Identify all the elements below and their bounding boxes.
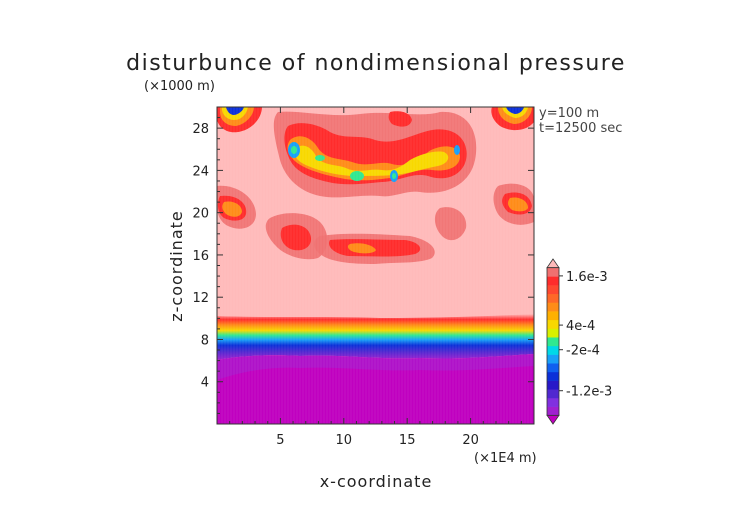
wave-crests (217, 107, 534, 264)
x-axis: 5 10 15 20 (229, 107, 522, 448)
lower-negative-layer (217, 354, 534, 424)
y-axis: 4 8 12 16 20 24 28 (192, 117, 534, 414)
x-tick-label: 20 (462, 433, 479, 448)
y-tick-label: 28 (192, 122, 209, 137)
y-tick-label: 20 (192, 207, 209, 222)
colorbar-segment (547, 345, 559, 355)
colorbar-tick-label: 4e-4 (566, 319, 595, 334)
chart-title: disturbunce of nondimensional pressure (126, 51, 626, 76)
colorbar-segment (547, 363, 559, 373)
colorbar-segment (547, 397, 559, 407)
grid-texture (218, 107, 532, 424)
colorbar-segment (547, 337, 559, 347)
x-tick-label: 10 (336, 433, 353, 448)
y-tick-label: 16 (192, 249, 209, 264)
colorbar-segment (547, 380, 559, 390)
colorbar-segment (547, 311, 559, 321)
colorbar-tick-label: -2e-4 (566, 344, 600, 359)
colorbar-tick-label: -1.2e-3 (566, 385, 612, 400)
colorbar-segment (547, 371, 559, 381)
y-tick-label: 4 (201, 376, 209, 391)
x-tick-label: 5 (276, 433, 284, 448)
annotation-y: y=100 m (539, 106, 599, 121)
colorbar-segment (547, 267, 559, 277)
y-axis-label: z-coordinate (167, 210, 186, 322)
colorbar-segment (547, 302, 559, 312)
x-unit-label: (×1E4 m) (474, 451, 537, 466)
colorbar-segment (547, 285, 559, 295)
x-axis-label: x-coordinate (320, 472, 433, 491)
y-tick-label: 24 (192, 164, 209, 179)
colorbar-segment (547, 406, 559, 416)
colorbar-labels: 1.6e-3 4e-4 -2e-4 -1.2e-3 (559, 270, 612, 400)
y-tick-label: 12 (192, 291, 209, 306)
colorbar-frame (546, 267, 560, 416)
colorbar-segment (547, 276, 559, 286)
colorbar-segment (547, 328, 559, 338)
y-tick-label: 8 (201, 333, 209, 348)
transition-band (217, 314, 534, 360)
colorbar-top-extension (546, 258, 560, 269)
y-unit-label: (×1000 m) (144, 79, 215, 94)
colorbar-tick-label: 1.6e-3 (566, 270, 608, 285)
colorbar-segment (547, 389, 559, 399)
annotation-t: t=12500 sec (539, 121, 622, 136)
plot-field (217, 107, 534, 424)
colorbar-segment (547, 293, 559, 303)
x-tick-label: 15 (399, 433, 416, 448)
colorbar-segment (547, 354, 559, 364)
colorbar-segment (547, 319, 559, 329)
colorbar (546, 258, 560, 425)
colorbar-bottom-extension (546, 414, 560, 425)
